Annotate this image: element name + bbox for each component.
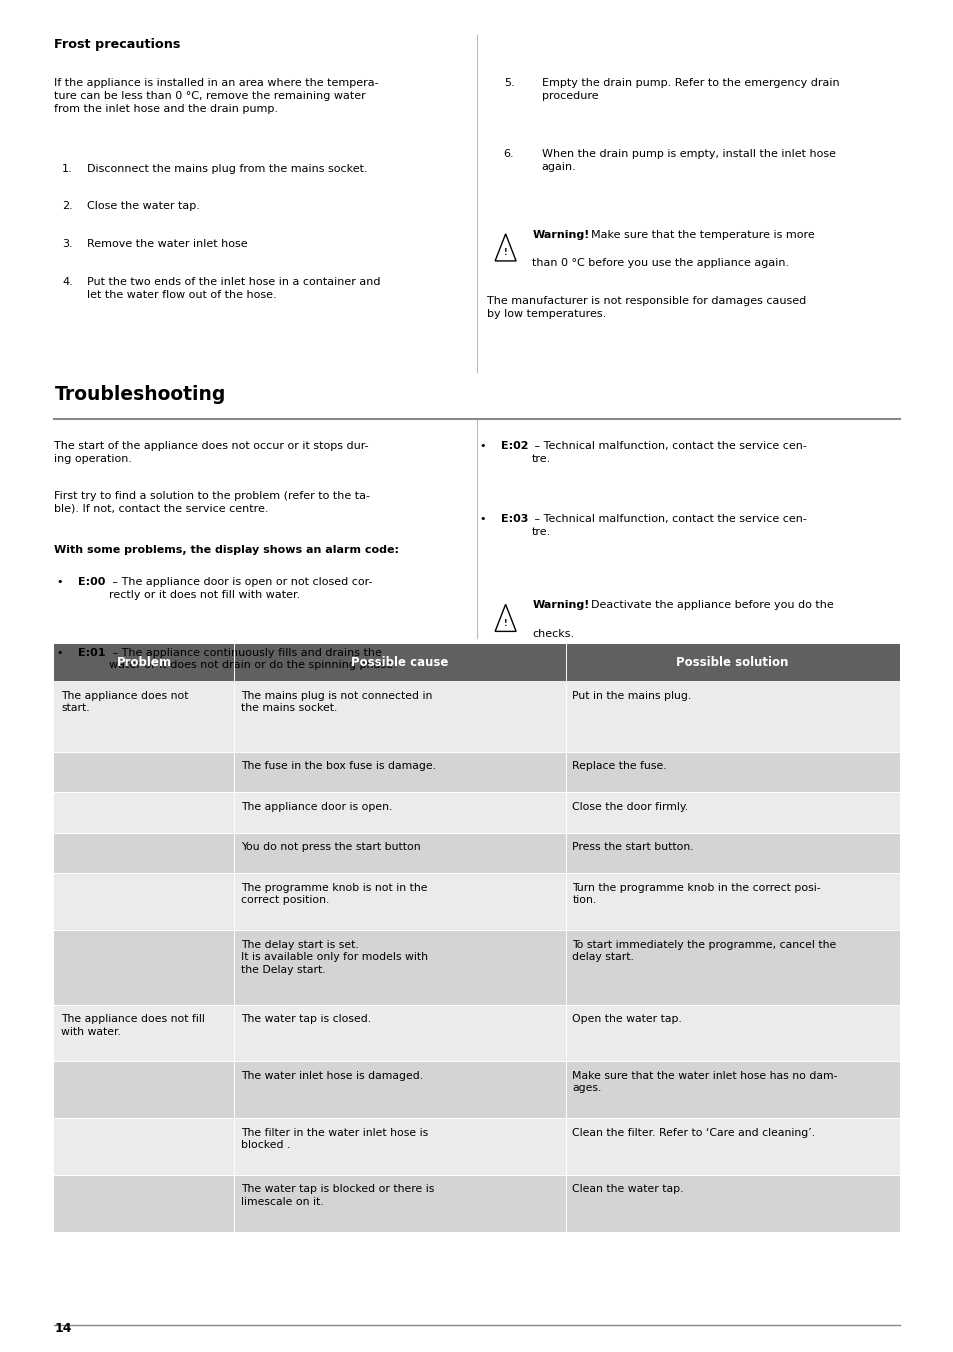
Text: The appliance does not
start.: The appliance does not start. — [61, 691, 189, 714]
Text: 2.: 2. — [62, 201, 72, 211]
Text: !: ! — [503, 249, 507, 257]
Text: The fuse in the box fuse is damage.: The fuse in the box fuse is damage. — [241, 761, 436, 771]
Text: Possible solution: Possible solution — [676, 656, 788, 669]
Text: •: • — [478, 441, 485, 450]
Text: Frost precautions: Frost precautions — [54, 38, 180, 51]
Text: When the drain pump is empty, install the inlet hose
again.: When the drain pump is empty, install th… — [541, 149, 835, 172]
Text: 14: 14 — [54, 1322, 71, 1336]
Text: 5.: 5. — [503, 78, 514, 88]
Bar — [54, 1005, 899, 1061]
Text: Make sure that the temperature is more: Make sure that the temperature is more — [591, 230, 815, 239]
Text: – The appliance door is open or not closed cor-
rectly or it does not fill with : – The appliance door is open or not clos… — [109, 577, 372, 600]
Text: Troubleshooting: Troubleshooting — [54, 385, 226, 404]
Text: Empty the drain pump. Refer to the emergency drain
procedure: Empty the drain pump. Refer to the emerg… — [541, 78, 839, 101]
Text: The start of the appliance does not occur or it stops dur-
ing operation.: The start of the appliance does not occu… — [54, 441, 369, 464]
Text: The water tap is closed.: The water tap is closed. — [241, 1014, 371, 1023]
Bar — [54, 1175, 899, 1232]
Text: The filter in the water inlet hose is
blocked .: The filter in the water inlet hose is bl… — [241, 1128, 428, 1151]
Bar — [54, 873, 899, 930]
Text: The delay start is set.
It is available only for models with
the Delay start.: The delay start is set. It is available … — [241, 940, 428, 975]
Text: E:00: E:00 — [78, 577, 106, 587]
Text: The mains plug is not connected in
the mains socket.: The mains plug is not connected in the m… — [241, 691, 432, 714]
Text: The appliance door is open.: The appliance door is open. — [241, 802, 392, 811]
Text: Turn the programme knob in the correct posi-
tion.: Turn the programme knob in the correct p… — [572, 883, 821, 906]
Text: Close the water tap.: Close the water tap. — [87, 201, 199, 211]
Bar — [54, 1061, 899, 1118]
Text: The water inlet hose is damaged.: The water inlet hose is damaged. — [241, 1071, 423, 1080]
Text: Remove the water inlet hose: Remove the water inlet hose — [87, 239, 247, 249]
Text: •: • — [478, 514, 485, 523]
Text: Warning!: Warning! — [532, 600, 589, 610]
Text: Press the start button.: Press the start button. — [572, 842, 694, 852]
Text: Close the door firmly.: Close the door firmly. — [572, 802, 688, 811]
Text: !: ! — [503, 619, 507, 627]
Text: If the appliance is installed in an area where the tempera-
ture can be less tha: If the appliance is installed in an area… — [54, 78, 378, 114]
Text: Put in the mains plug.: Put in the mains plug. — [572, 691, 691, 700]
Text: 1.: 1. — [62, 164, 72, 173]
Text: Make sure that the water inlet hose has no dam-
ages.: Make sure that the water inlet hose has … — [572, 1071, 837, 1094]
Text: •: • — [56, 577, 63, 587]
Text: The appliance does not fill
with water.: The appliance does not fill with water. — [61, 1014, 205, 1037]
Bar — [54, 752, 899, 792]
Text: Clean the filter. Refer to ‘Care and cleaning’.: Clean the filter. Refer to ‘Care and cle… — [572, 1128, 815, 1137]
Text: checks.: checks. — [532, 629, 574, 638]
Text: To start immediately the programme, cancel the
delay start.: To start immediately the programme, canc… — [572, 940, 836, 963]
Text: – Technical malfunction, contact the service cen-
tre.: – Technical malfunction, contact the ser… — [531, 514, 806, 537]
Text: The programme knob is not in the
correct position.: The programme knob is not in the correct… — [241, 883, 427, 906]
Text: 6.: 6. — [503, 149, 514, 158]
Text: Replace the fuse.: Replace the fuse. — [572, 761, 666, 771]
Text: Clean the water tap.: Clean the water tap. — [572, 1184, 683, 1194]
Text: – Technical malfunction, contact the service cen-
tre.: – Technical malfunction, contact the ser… — [531, 441, 806, 464]
Text: Problem: Problem — [117, 656, 172, 669]
Text: Open the water tap.: Open the water tap. — [572, 1014, 681, 1023]
Text: •: • — [56, 648, 63, 657]
Text: than 0 °C before you use the appliance again.: than 0 °C before you use the appliance a… — [532, 258, 789, 268]
Text: E:02: E:02 — [500, 441, 528, 450]
Bar — [54, 792, 899, 833]
Text: With some problems, the display shows an alarm code:: With some problems, the display shows an… — [54, 545, 399, 554]
Text: Deactivate the appliance before you do the: Deactivate the appliance before you do t… — [591, 600, 833, 610]
Text: The manufacturer is not responsible for damages caused
by low temperatures.: The manufacturer is not responsible for … — [486, 296, 805, 319]
Text: 4.: 4. — [62, 277, 72, 287]
Bar — [54, 644, 899, 681]
Text: 3.: 3. — [62, 239, 72, 249]
Text: You do not press the start button: You do not press the start button — [241, 842, 420, 852]
Text: Disconnect the mains plug from the mains socket.: Disconnect the mains plug from the mains… — [87, 164, 367, 173]
Text: E:01: E:01 — [78, 648, 106, 657]
Text: E:03: E:03 — [500, 514, 528, 523]
Text: – The appliance continuously fills and drains the
water or it does not drain or : – The appliance continuously fills and d… — [109, 648, 396, 671]
Bar — [54, 833, 899, 873]
Text: The water tap is blocked or there is
limescale on it.: The water tap is blocked or there is lim… — [241, 1184, 434, 1207]
Text: Warning!: Warning! — [532, 230, 589, 239]
Text: Possible cause: Possible cause — [351, 656, 448, 669]
Bar — [54, 1118, 899, 1175]
Text: First try to find a solution to the problem (refer to the ta-
ble). If not, cont: First try to find a solution to the prob… — [54, 491, 370, 514]
Bar — [54, 930, 899, 1005]
Text: Put the two ends of the inlet hose in a container and
let the water flow out of : Put the two ends of the inlet hose in a … — [87, 277, 380, 300]
Bar — [54, 681, 899, 752]
